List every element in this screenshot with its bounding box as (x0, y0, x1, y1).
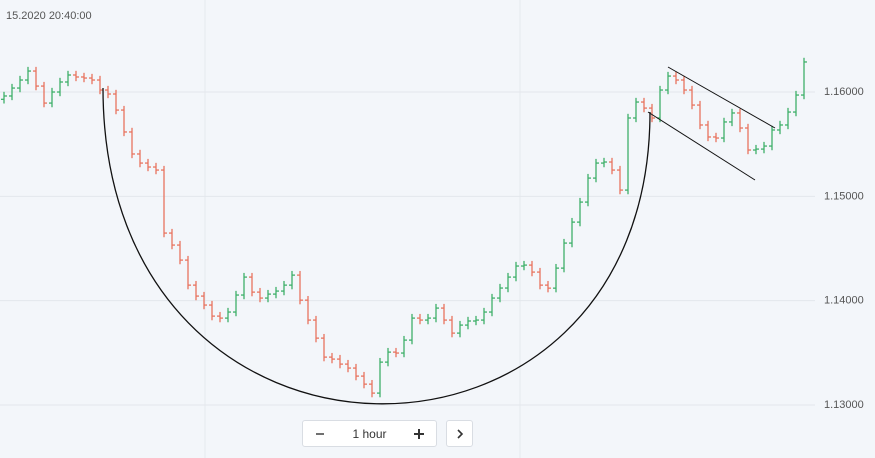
zoom-out-button[interactable] (303, 421, 337, 446)
y-tick-label: 1.14000 (824, 295, 864, 307)
y-tick-label: 1.15000 (824, 190, 864, 202)
channel-line (647, 111, 756, 181)
y-tick-label: 1.16000 (824, 86, 864, 98)
chevron-icon (456, 428, 463, 439)
next-button[interactable] (446, 420, 473, 447)
channel-line (667, 66, 776, 129)
zoom-in-button[interactable] (402, 421, 436, 446)
cup-drawing (102, 87, 651, 405)
next-icon-wrap[interactable] (447, 421, 472, 446)
plus-icon (414, 428, 425, 439)
minus-icon (315, 432, 324, 435)
timeframe-label[interactable]: 1 hour (352, 426, 387, 441)
timeframe-control: 1 hour (302, 420, 437, 447)
y-tick-label: 1.13000 (824, 399, 864, 411)
cursor-time: 15.2020 20:40:00 (6, 10, 92, 22)
